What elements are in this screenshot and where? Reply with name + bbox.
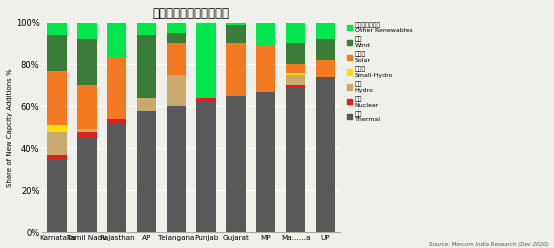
Title: 印度前十个邦的发电结构: 印度前十个邦的发电结构 (153, 7, 230, 20)
Bar (48, 23, 67, 35)
Bar (48, 35, 67, 71)
Bar (286, 43, 305, 64)
Bar (107, 58, 126, 119)
Bar (226, 23, 245, 25)
Text: Source: Mercom India Research (Dec 2020): Source: Mercom India Research (Dec 2020) (429, 242, 548, 247)
Bar (286, 85, 305, 88)
Bar (256, 23, 275, 46)
Bar (77, 23, 96, 39)
Bar (256, 92, 275, 232)
Bar (286, 75, 305, 85)
Bar (316, 39, 335, 60)
Bar (137, 111, 156, 232)
Bar (167, 75, 186, 106)
Bar (77, 132, 96, 138)
Legend: 其它可再生能源
Other Renewables, 风能
Wind, 太阳能
Solar, 小水电
Small-Hydro, 水电
Hydro, 核能
Nucl: 其它可再生能源 Other Renewables, 风能 Wind, 太阳能 S… (346, 21, 413, 123)
Bar (107, 123, 126, 232)
Bar (48, 125, 67, 132)
Bar (286, 88, 305, 232)
Bar (226, 25, 245, 43)
Bar (48, 132, 67, 155)
Y-axis label: Share of New Capcity Additions %: Share of New Capcity Additions % (7, 68, 13, 187)
Bar (137, 23, 156, 35)
Bar (77, 39, 96, 85)
Bar (167, 106, 186, 232)
Bar (167, 23, 186, 33)
Bar (167, 33, 186, 43)
Bar (226, 43, 245, 96)
Bar (286, 73, 305, 75)
Bar (77, 138, 96, 232)
Bar (197, 23, 216, 98)
Bar (316, 23, 335, 39)
Bar (107, 23, 126, 58)
Bar (286, 64, 305, 73)
Bar (316, 77, 335, 232)
Bar (197, 98, 216, 102)
Bar (48, 71, 67, 125)
Bar (107, 119, 126, 123)
Bar (48, 155, 67, 159)
Bar (137, 98, 156, 111)
Bar (77, 129, 96, 132)
Bar (286, 23, 305, 43)
Bar (316, 60, 335, 77)
Bar (167, 43, 186, 75)
Bar (197, 102, 216, 232)
Bar (77, 85, 96, 129)
Bar (48, 159, 67, 232)
Bar (226, 96, 245, 232)
Bar (137, 35, 156, 98)
Bar (256, 46, 275, 92)
